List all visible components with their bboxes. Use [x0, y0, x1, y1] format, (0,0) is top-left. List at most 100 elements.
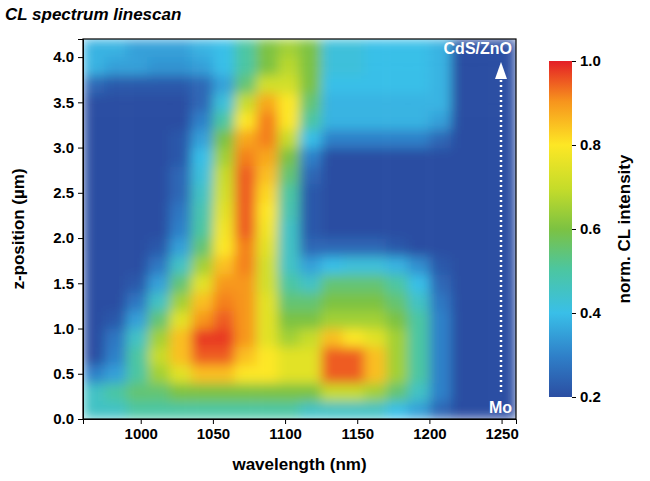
heat-cell [451, 111, 473, 130]
y-tick-label: 1.5 [53, 275, 74, 292]
heat-cell [494, 274, 516, 293]
heat-cell [473, 238, 495, 257]
heat-cell [451, 220, 473, 239]
heatmap-cells [83, 39, 516, 419]
heat-cell [321, 256, 343, 275]
heat-cell [408, 220, 430, 239]
x-tick-label: 1150 [341, 425, 374, 442]
heat-cell [386, 347, 408, 366]
heat-cell [278, 329, 300, 348]
heat-cell [429, 274, 451, 293]
heat-cell [213, 256, 235, 275]
y-tick-mark [78, 419, 83, 420]
y-tick-label: 0.5 [53, 365, 74, 382]
heat-cell [148, 329, 170, 348]
x-tick: 1000 [125, 419, 158, 442]
heat-cell [451, 256, 473, 275]
y-tick-mark [78, 148, 83, 149]
heat-cell [105, 329, 127, 348]
heat-cell [235, 274, 257, 293]
heat-cell [451, 93, 473, 112]
heat-cell [300, 75, 322, 94]
heat-cell [473, 274, 495, 293]
heat-cell [386, 129, 408, 148]
heat-cell [83, 274, 105, 293]
heat-cell [321, 148, 343, 167]
y-tick-mark [78, 283, 83, 284]
y-tick: 4.0 [53, 48, 83, 65]
heat-cell [300, 57, 322, 76]
heat-cell [364, 274, 386, 293]
heat-cell [170, 310, 192, 329]
heat-cell [300, 329, 322, 348]
heat-cell [429, 383, 451, 402]
heat-cell [105, 111, 127, 130]
heat-cell [170, 256, 192, 275]
heat-cell [451, 166, 473, 185]
heat-cell [83, 166, 105, 185]
heat-cell [343, 256, 365, 275]
heat-cell [364, 365, 386, 384]
y-tick: 2.5 [53, 184, 83, 201]
y-tick-mark [78, 374, 83, 375]
heat-cell [148, 347, 170, 366]
heat-cell [83, 401, 105, 419]
heat-cell [170, 148, 192, 167]
heat-cell [278, 347, 300, 366]
heat-cell [191, 148, 213, 167]
heat-cell [83, 148, 105, 167]
heat-cell [343, 166, 365, 185]
heat-cell [473, 347, 495, 366]
heat-cell [451, 365, 473, 384]
heat-cell [105, 202, 127, 221]
heat-cell [364, 148, 386, 167]
heat-cell [451, 347, 473, 366]
heat-cell [429, 93, 451, 112]
heat-cell [105, 256, 127, 275]
heat-cell [386, 111, 408, 130]
heat-cell [213, 383, 235, 402]
plot-area [83, 39, 516, 419]
y-tick-label: 2.5 [53, 184, 74, 201]
heat-cell [170, 75, 192, 94]
x-tick: 1200 [413, 419, 446, 442]
heat-cell [191, 202, 213, 221]
heat-cell [408, 401, 430, 419]
heat-cell [473, 220, 495, 239]
y-tick-label: 3.0 [53, 139, 74, 156]
heat-cell [473, 111, 495, 130]
heat-cell [429, 202, 451, 221]
heat-cell [429, 310, 451, 329]
heat-cell [213, 111, 235, 130]
heat-cell [343, 202, 365, 221]
heat-cell [170, 166, 192, 185]
heat-cell [213, 329, 235, 348]
heat-cell [170, 365, 192, 384]
heat-cell [364, 75, 386, 94]
heat-cell [473, 129, 495, 148]
heat-cell [408, 202, 430, 221]
heat-cell [408, 111, 430, 130]
x-tick-label: 1050 [197, 425, 230, 442]
heat-cell [278, 274, 300, 293]
colorbar [549, 61, 572, 397]
heat-cell [126, 238, 148, 257]
heat-cell [343, 220, 365, 239]
heat-cell [256, 148, 278, 167]
colorbar-tick: 0.8 [572, 136, 601, 153]
heat-cell [300, 274, 322, 293]
heat-cell [451, 238, 473, 257]
heat-cell [343, 184, 365, 203]
heat-cell [343, 75, 365, 94]
heat-cell [321, 57, 343, 76]
heat-cell [321, 347, 343, 366]
heat-cell [235, 39, 257, 58]
heat-cell [235, 329, 257, 348]
heat-cell [364, 111, 386, 130]
heat-cell [213, 274, 235, 293]
heat-cell [343, 57, 365, 76]
heat-cell [494, 129, 516, 148]
heat-cell [105, 57, 127, 76]
heat-cell [126, 148, 148, 167]
heat-cell [321, 310, 343, 329]
